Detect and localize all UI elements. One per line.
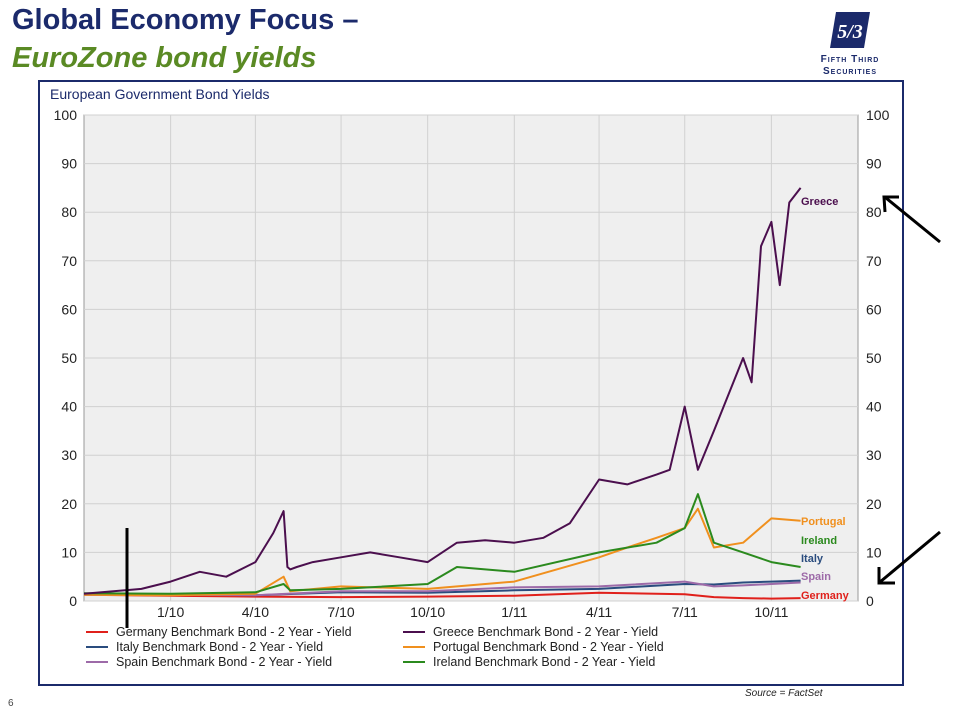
y-tick-label-left: 0 <box>69 593 77 609</box>
y-tick-label-right: 10 <box>866 544 882 560</box>
y-tick-label-right: 80 <box>866 204 882 220</box>
series-line-germany <box>83 591 801 600</box>
y-tick-label-left: 60 <box>61 301 77 317</box>
arrow-head-icon <box>877 567 895 585</box>
annotation-arrow-greece <box>885 196 941 244</box>
series-line-greece <box>83 187 802 595</box>
logo-text-line2: Securities <box>822 66 877 77</box>
fifth-third-logo-mark: 5/3 <box>830 12 870 48</box>
fifth-third-logo: 5/3 Fifth Third Securities <box>800 8 900 80</box>
series-end-label-italy: Italy <box>801 553 824 565</box>
y-tick-label-left: 100 <box>54 107 78 123</box>
chart-title: European Government Bond Yields <box>50 86 269 102</box>
y-tick-label-right: 30 <box>866 447 882 463</box>
y-tick-label-left: 70 <box>61 253 77 269</box>
x-tick-label: 1/11 <box>501 604 527 620</box>
y-tick-label-left: 20 <box>61 496 77 512</box>
y-tick-label-right: 50 <box>866 350 882 366</box>
y-tick-label-right: 60 <box>866 301 882 317</box>
legend-item: Germany Benchmark Bond - 2 Year - Yield <box>116 625 352 639</box>
x-tick-label: 4/10 <box>242 604 269 620</box>
x-tick-label: 10/11 <box>754 604 788 620</box>
y-tick-label-left: 10 <box>61 544 77 560</box>
legend-item: Greece Benchmark Bond - 2 Year - Yield <box>433 625 658 639</box>
legend-item: Ireland Benchmark Bond - 2 Year - Yield <box>433 655 655 669</box>
series-end-label-ireland: Ireland <box>801 535 837 547</box>
x-tick-label: 4/11 <box>586 604 612 620</box>
series-line-ireland <box>83 493 801 595</box>
y-tick-label-left: 80 <box>61 204 77 220</box>
y-tick-label-right: 90 <box>866 156 882 172</box>
legend-item: Spain Benchmark Bond - 2 Year - Yield <box>116 655 332 669</box>
arrow-head-icon <box>882 195 899 213</box>
series-end-label-spain: Spain <box>801 571 831 583</box>
series-line-spain <box>84 580 801 597</box>
annotation-arrow-germany <box>879 530 941 584</box>
series-end-label-portugal: Portugal <box>801 516 846 528</box>
x-tick-label: 7/11 <box>672 604 698 620</box>
y-tick-label-left: 30 <box>61 447 77 463</box>
series-end-label-greece: Greece <box>801 196 838 208</box>
y-tick-label-right: 40 <box>866 399 882 415</box>
y-tick-label-right: 70 <box>866 253 882 269</box>
page-title-line1: Global Economy Focus – <box>12 4 359 36</box>
source-note: Source = FactSet <box>745 688 823 699</box>
series-end-label-germany: Germany <box>801 590 850 602</box>
y-tick-label-right: 20 <box>866 496 882 512</box>
y-tick-label-right: 0 <box>866 593 874 609</box>
y-tick-label-left: 50 <box>61 350 77 366</box>
page-title-line2: EuroZone bond yields <box>12 42 317 74</box>
x-tick-label: 7/10 <box>327 604 354 620</box>
page-number: 6 <box>8 698 14 709</box>
x-tick-label: 10/10 <box>410 604 445 620</box>
y-tick-label-right: 100 <box>866 107 890 123</box>
svg-text:5/3: 5/3 <box>837 21 863 43</box>
legend-item: Italy Benchmark Bond - 2 Year - Yield <box>116 640 323 654</box>
y-tick-label-left: 40 <box>61 399 77 415</box>
x-tick-label: 1/10 <box>157 604 184 620</box>
y-tick-label-left: 90 <box>61 156 77 172</box>
logo-text-line1: Fifth Third <box>820 54 880 65</box>
legend-item: Portugal Benchmark Bond - 2 Year - Yield <box>433 640 664 654</box>
